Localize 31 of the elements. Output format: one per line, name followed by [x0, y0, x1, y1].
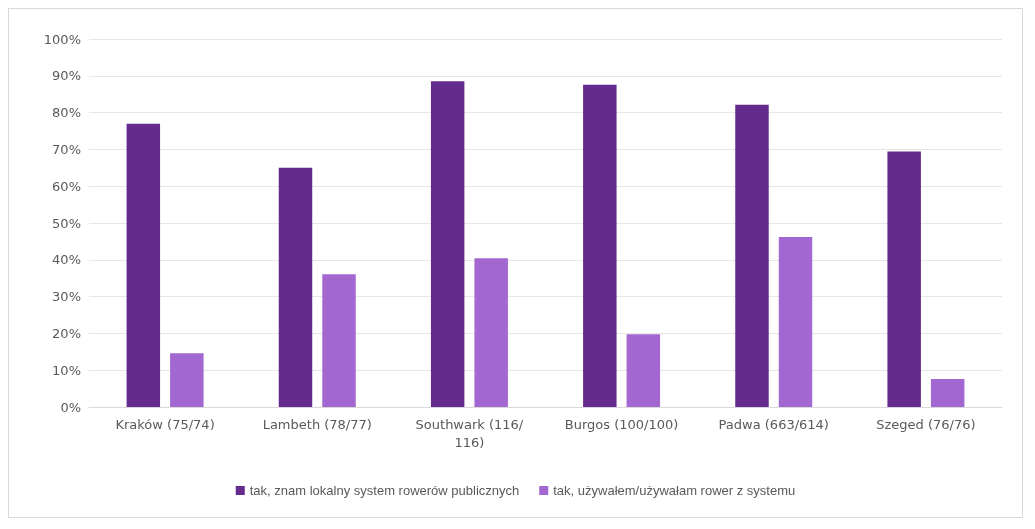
y-tick-label: 70% — [52, 141, 81, 157]
x-tick-label: Lambeth (78/77) — [262, 416, 372, 432]
bar — [735, 104, 769, 407]
y-tick-label: 10% — [52, 362, 81, 378]
bar — [887, 151, 921, 407]
bar — [930, 379, 965, 407]
bar — [626, 334, 661, 407]
bar — [583, 84, 617, 407]
y-tick-label: 40% — [52, 252, 81, 268]
y-tick-label: 50% — [52, 215, 81, 231]
y-tick-label: 60% — [52, 178, 81, 194]
bar — [474, 258, 508, 407]
legend-label: tak, używałem/używałam rower z systemu — [553, 483, 796, 498]
bar — [322, 274, 356, 407]
y-tick-label: 80% — [52, 105, 81, 121]
x-tick-label: Kraków (75/74) — [115, 416, 215, 432]
x-tick-label: Padwa (663/614) — [718, 416, 829, 432]
bar — [126, 123, 161, 407]
y-tick-label: 30% — [52, 289, 81, 305]
bar — [278, 167, 313, 407]
y-tick-label: 90% — [52, 68, 81, 84]
y-tick-label: 20% — [52, 325, 81, 341]
y-tick-label: 100% — [43, 31, 81, 47]
x-tick-label: Southwark (116/116) — [415, 416, 524, 450]
y-tick-label: 0% — [60, 399, 81, 415]
bar — [170, 353, 204, 407]
x-tick-label: Burgos (100/100) — [564, 416, 679, 432]
legend-label: tak, znam lokalny system rowerów publicznych — [249, 483, 520, 498]
bar — [778, 236, 813, 407]
x-tick-label: Szeged (76/76) — [876, 416, 976, 432]
bar — [430, 81, 465, 407]
